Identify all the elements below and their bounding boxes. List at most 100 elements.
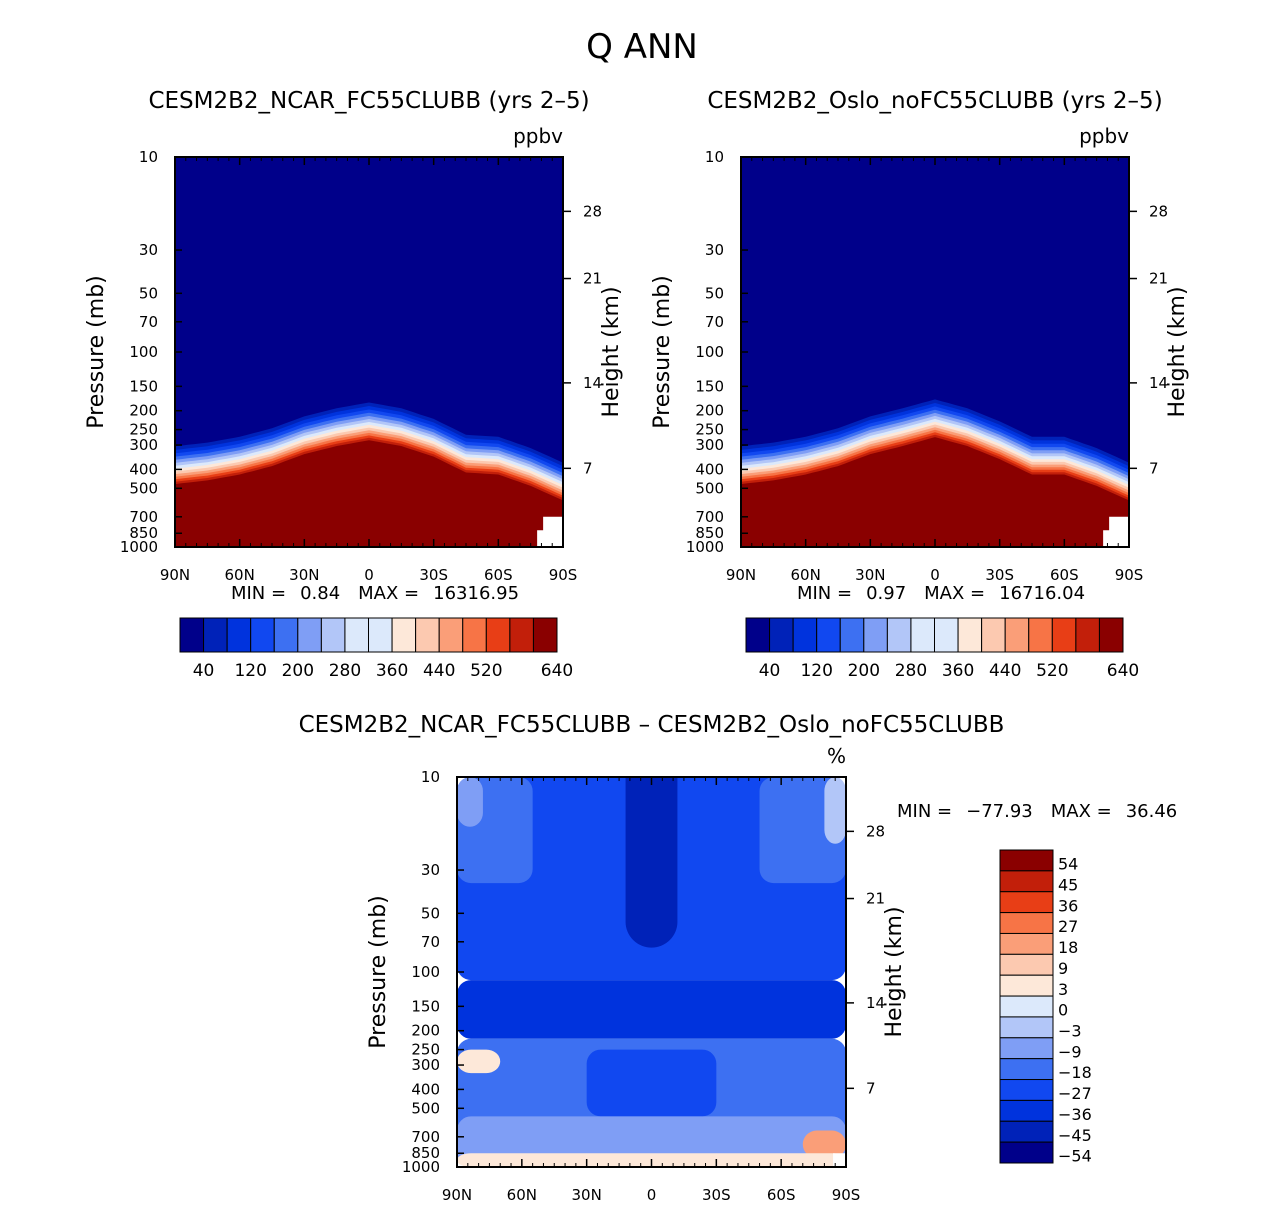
colorbar-box: [999, 1099, 1054, 1122]
x-tick-label: 30S: [419, 566, 448, 584]
x-tick-label: 30N: [855, 566, 885, 584]
y-tick-label: 400: [695, 460, 724, 478]
stats-max: 36.46: [1126, 801, 1178, 822]
y-tick-label: 70: [139, 313, 158, 331]
x-tick-label: 30N: [572, 1186, 602, 1204]
panel-title: CESM2B2_NCAR_FC55CLUBB (yrs 2–5): [148, 88, 589, 114]
colorbar-box: [999, 1141, 1054, 1164]
region-north-lower-warm: [457, 1049, 501, 1074]
colorbar-box: [999, 1079, 1054, 1101]
colorbar-label: −36: [1058, 1105, 1092, 1124]
y-tick-label: 10: [139, 148, 158, 166]
y-tick-label: 400: [129, 460, 158, 478]
figure-title: Q ANN: [586, 27, 698, 67]
stats-line: MIN = 0.97 MAX = 16716.04: [797, 583, 1085, 604]
colorbar-box: [999, 849, 1054, 872]
colorbar-box: [509, 617, 534, 653]
y-tick-label: 700: [129, 508, 158, 526]
y-tick-label: 250: [695, 421, 724, 439]
y-tick-label: 500: [411, 1099, 440, 1117]
region-north-pole-light: [457, 777, 483, 827]
colorbar-box: [745, 617, 771, 653]
y-tick-label: 300: [695, 436, 724, 454]
colorbar-label: 520: [1036, 661, 1068, 681]
missing-data: [1103, 516, 1129, 547]
y-tick-label: 100: [411, 963, 440, 981]
x-tick-label: 90N: [726, 566, 756, 584]
y-tick-label: 50: [705, 284, 724, 302]
x-tick-label: 30S: [985, 566, 1014, 584]
colorbar-box: [438, 617, 464, 653]
y-right-tick-label: 28: [1149, 202, 1168, 220]
y-tick-label: 500: [129, 479, 158, 497]
y-tick-label: 10: [705, 148, 724, 166]
colorbar-box: [999, 1016, 1054, 1039]
stats-max-label: MAX =: [924, 583, 985, 604]
colorbar-box: [391, 617, 417, 653]
colorbar-box: [1028, 617, 1053, 653]
y-tick-label: 1000: [120, 538, 158, 556]
colorbar-box: [769, 617, 794, 653]
stats-min-label: MIN =: [897, 801, 952, 822]
panel-title: CESM2B2_NCAR_FC55CLUBB – CESM2B2_Oslo_no…: [299, 712, 1005, 738]
y-tick-label: 850: [695, 524, 724, 542]
y-tick-label: 200: [411, 1022, 440, 1040]
colorbar-label: −3: [1058, 1021, 1082, 1040]
region-tropopause-band: [457, 980, 846, 1039]
y-right-tick-label: 21: [866, 890, 885, 908]
colorbar-box: [344, 617, 369, 653]
colorbar-box: [910, 617, 935, 653]
colorbar-label: 36: [1058, 896, 1078, 915]
y-tick-label: 850: [411, 1144, 440, 1162]
region-south-surface-warm: [802, 1130, 846, 1159]
y-right-tick-label: 21: [1149, 270, 1168, 288]
colorbar-label: 440: [423, 661, 455, 681]
colorbar-label: 640: [1107, 661, 1139, 681]
colorbar-box: [1004, 617, 1030, 653]
colorbar-box: [999, 932, 1054, 955]
y-right-tick-label: 28: [866, 822, 885, 840]
y-tick-label: 10: [421, 768, 440, 786]
colorbar-box: [863, 617, 888, 653]
colorbar-box: [297, 617, 322, 653]
x-tick-label: 60S: [1050, 566, 1079, 584]
y-tick-label: 150: [695, 377, 724, 395]
panel-title: CESM2B2_Oslo_noFC55CLUBB (yrs 2–5): [707, 88, 1162, 114]
y-axis-label: Pressure (mb): [366, 895, 391, 1049]
y-right-tick-label: 14: [583, 374, 602, 392]
region-tropical-tropo: [586, 1049, 717, 1117]
colorbar-box: [981, 617, 1006, 653]
colorbar-label: −27: [1058, 1084, 1092, 1103]
x-tick-label: 90S: [549, 566, 578, 584]
missing-data: [537, 516, 563, 547]
y-right-tick-label: 14: [866, 994, 885, 1012]
stats-line: MIN = 0.84 MAX = 16316.95: [231, 583, 519, 604]
x-tick-label: 90N: [442, 1186, 472, 1204]
y-tick-label: 200: [695, 402, 724, 420]
colorbar-label: 0: [1058, 1001, 1068, 1020]
colorbar-label: 520: [470, 661, 502, 681]
y-tick-label: 100: [129, 343, 158, 361]
x-tick-label: 90S: [1115, 566, 1144, 584]
colorbar-label: −18: [1058, 1063, 1092, 1082]
units-label: ppbv: [1079, 124, 1129, 148]
y-right-tick-label: 7: [583, 459, 593, 477]
y-tick-label: 500: [695, 479, 724, 497]
y-tick-label: 850: [129, 524, 158, 542]
y-tick-label: 100: [695, 343, 724, 361]
colorbar-box: [999, 912, 1054, 934]
x-tick-label: 30N: [289, 566, 319, 584]
colorbar-box: [485, 617, 511, 653]
y-right-axis-label: Height (km): [882, 906, 907, 1037]
y-tick-label: 1000: [402, 1158, 440, 1176]
colorbar-box: [226, 617, 252, 653]
y-tick-label: 30: [139, 241, 158, 259]
x-tick-label: 60N: [225, 566, 255, 584]
x-tick-label: 60N: [791, 566, 821, 584]
contour-band-14: [741, 437, 1129, 547]
y-tick-label: 700: [411, 1128, 440, 1146]
units-label: ppbv: [513, 124, 563, 148]
stats-min: −77.93: [966, 801, 1033, 822]
colorbar-label: 120: [234, 661, 266, 681]
field: [741, 157, 1129, 547]
